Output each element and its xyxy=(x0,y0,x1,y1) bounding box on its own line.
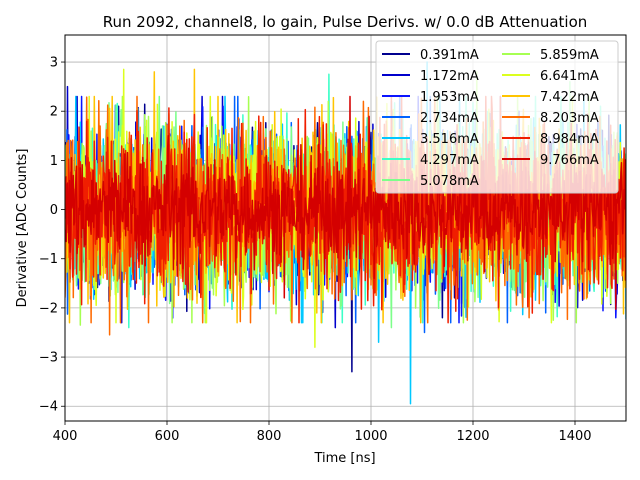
legend-label: 7.422mA xyxy=(540,90,599,105)
x-tick-label: 800 xyxy=(257,429,282,444)
legend-item: 7.422mA xyxy=(502,90,599,105)
y-tick-label: 3 xyxy=(50,56,58,71)
legend-label: 4.297mA xyxy=(420,153,479,168)
legend-label: 8.203mA xyxy=(540,111,599,126)
y-tick-label: −4 xyxy=(39,400,58,415)
legend-label: 2.734mA xyxy=(420,111,479,126)
x-tick-label: 1000 xyxy=(354,429,387,444)
legend-label: 5.078mA xyxy=(420,174,479,189)
chart-title: Run 2092, channel8, lo gain, Pulse Deriv… xyxy=(103,13,588,31)
legend-item: 5.859mA xyxy=(502,48,599,63)
x-axis-label: Time [ns] xyxy=(313,451,375,466)
legend-item: 0.391mA xyxy=(382,48,479,63)
plot-frame xyxy=(64,34,627,422)
legend-item: 8.984mA xyxy=(502,132,599,147)
series-line-9.766mA xyxy=(65,95,626,311)
legend-label: 9.766mA xyxy=(540,153,599,168)
legend-label: 5.859mA xyxy=(540,48,599,63)
legend-label: 8.984mA xyxy=(540,132,599,147)
y-tick-label: −2 xyxy=(39,301,58,316)
legend-label: 6.641mA xyxy=(540,69,599,84)
x-tick-label: 600 xyxy=(155,429,180,444)
legend-label: 1.172mA xyxy=(420,69,479,84)
x-axis: 400 600 800 1000 1200 1400 xyxy=(53,421,592,444)
legend-item: 8.203mA xyxy=(502,111,599,126)
legend-label: 3.516mA xyxy=(420,132,479,147)
y-tick-label: 1 xyxy=(50,154,58,169)
legend-label: 0.391mA xyxy=(420,48,479,63)
x-tick-label: 1400 xyxy=(558,429,591,444)
x-tick-label: 1200 xyxy=(456,429,489,444)
legend-label: 1.953mA xyxy=(420,90,479,105)
legend-item: 9.766mA xyxy=(502,153,599,168)
legend-item: 5.078mA xyxy=(382,174,479,189)
y-axis-label: Derivative [ADC Counts] xyxy=(15,149,30,308)
x-tick-label: 400 xyxy=(53,429,78,444)
y-tick-label: 0 xyxy=(50,203,58,218)
legend-item: 6.641mA xyxy=(502,69,599,84)
y-axis: −4 −3 −2 −1 0 1 2 3 xyxy=(39,56,65,415)
y-tick-label: −1 xyxy=(39,252,58,267)
y-tick-label: −3 xyxy=(39,351,58,366)
legend-item: 4.297mA xyxy=(382,153,479,168)
legend: 0.391mA 1.172mA 1.953mA 2.734mA 3.516mA 4.297… xyxy=(375,40,619,194)
legend-box xyxy=(375,40,619,194)
legend-item: 3.516mA xyxy=(382,132,479,147)
legend-item: 1.953mA xyxy=(382,90,479,105)
legend-item: 1.172mA xyxy=(382,69,479,84)
series-layer xyxy=(65,61,626,405)
legend-item: 2.734mA xyxy=(382,111,479,126)
y-tick-label: 2 xyxy=(50,105,58,120)
